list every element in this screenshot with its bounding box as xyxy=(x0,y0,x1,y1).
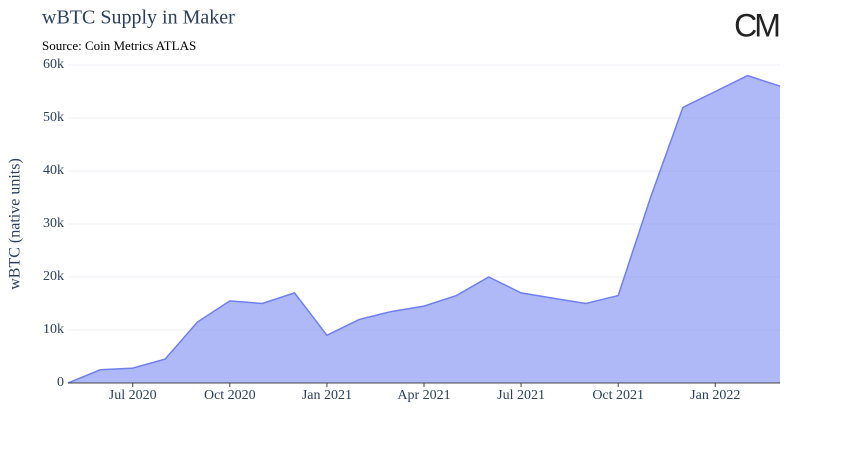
chart-title: wBTC Supply in Maker xyxy=(42,7,235,29)
x-tick-label: Jan 2021 xyxy=(302,388,352,403)
y-tick-label: 0 xyxy=(57,375,64,390)
x-tick-label: Jul 2020 xyxy=(109,388,157,403)
logo: CM xyxy=(734,7,779,43)
y-tick-label: 50k xyxy=(43,110,64,125)
x-tick-label: Oct 2020 xyxy=(204,388,256,403)
y-tick-label: 30k xyxy=(43,216,64,231)
x-tick-label: Jul 2021 xyxy=(497,388,545,403)
x-tick-label: Jan 2022 xyxy=(690,388,740,403)
y-tick-label: 60k xyxy=(43,57,64,72)
area xyxy=(68,75,780,383)
y-tick-label: 40k xyxy=(43,163,64,178)
chart-subtitle: Source: Coin Metrics ATLAS xyxy=(42,38,196,53)
y-tick-label: 10k xyxy=(43,322,64,337)
y-tick-label: 20k xyxy=(43,269,64,284)
line xyxy=(67,74,781,384)
y-axis-label: wBTC (native units) xyxy=(7,158,24,290)
x-tick-label: Oct 2021 xyxy=(592,388,644,403)
x-tick-label: Apr 2021 xyxy=(397,388,450,403)
